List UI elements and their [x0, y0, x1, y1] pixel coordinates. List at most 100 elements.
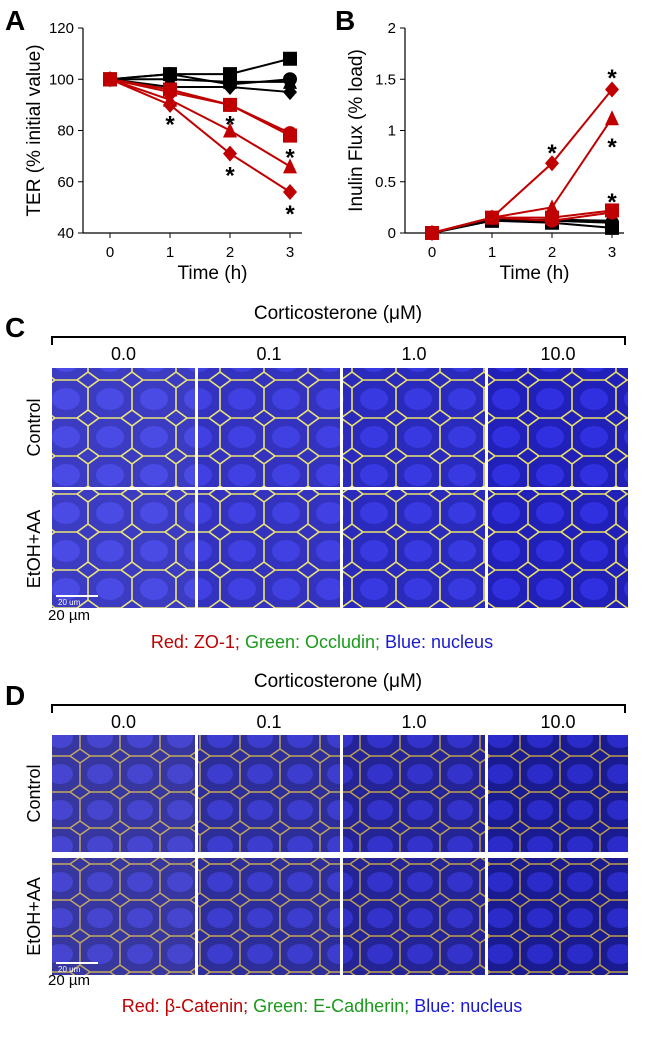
annotation: * — [547, 140, 557, 167]
y-axis-title: Inulin Flux (% load) — [346, 49, 367, 212]
marker — [223, 145, 237, 162]
marker — [425, 225, 439, 241]
row-label: EtOH+AA — [24, 877, 44, 956]
y-tick-label: 80 — [57, 123, 74, 140]
x-tick-label: 0 — [106, 244, 114, 261]
annotation: * — [165, 111, 175, 138]
y-tick-label: 100 — [49, 71, 74, 88]
caption-part: Red: β-Catenin; — [122, 996, 248, 1016]
series-line — [110, 78, 290, 83]
column-label: 10.0 — [540, 344, 575, 364]
panel-title: Corticosterone (μM) — [254, 303, 422, 324]
x-axis-title: Time (h) — [177, 263, 247, 284]
marker — [223, 122, 237, 138]
marker — [283, 158, 297, 174]
caption: Red: β-Catenin; Green: E-Cadherin; Blue: n… — [122, 996, 523, 1016]
marker — [283, 73, 297, 89]
micrograph — [52, 490, 195, 608]
column-label: 1.0 — [401, 712, 426, 732]
micrograph — [198, 490, 340, 608]
micrograph — [52, 735, 195, 852]
y-tick-label: 1.5 — [375, 71, 396, 88]
x-tick-label: 0 — [428, 244, 436, 261]
marker — [605, 212, 619, 228]
column-label: 0.0 — [111, 344, 136, 364]
marker — [485, 209, 499, 226]
annotation: * — [607, 134, 617, 161]
marker — [223, 97, 237, 112]
bracket — [51, 704, 626, 713]
micrograph — [488, 490, 628, 608]
marker — [283, 84, 297, 101]
marker — [545, 155, 559, 172]
y-tick-label: 40 — [57, 225, 74, 242]
micrograph — [198, 368, 340, 487]
marker — [283, 184, 297, 200]
x-tick-label: 3 — [608, 244, 616, 261]
caption-part: Green: E-Cadherin; — [253, 996, 409, 1016]
marker — [283, 128, 297, 143]
marker — [283, 51, 297, 66]
micrograph — [488, 858, 628, 975]
marker — [103, 71, 117, 88]
caption-part: Red: ZO-1; — [151, 632, 240, 652]
annotation: * — [607, 189, 617, 216]
micrograph — [343, 858, 485, 975]
series-line — [109, 78, 291, 137]
marker — [163, 96, 177, 113]
bracket — [51, 336, 626, 345]
x-tick-label: 2 — [226, 244, 234, 261]
x-tick-label: 2 — [548, 244, 556, 261]
scale-label: 20 µm — [48, 972, 90, 989]
panel-label: D — [5, 680, 25, 711]
series-line — [109, 78, 291, 193]
micrograph — [198, 735, 340, 852]
panel-title: Corticosterone (μM) — [254, 671, 422, 692]
x-axis-title: Time (h) — [499, 263, 569, 284]
y-tick-label: 0.5 — [375, 174, 396, 191]
scale-label: 20 µm — [48, 607, 90, 624]
panel-label: C — [5, 312, 25, 343]
series-line — [109, 78, 291, 134]
micrograph — [52, 368, 195, 487]
y-tick-label: 0 — [388, 225, 396, 242]
micrograph — [343, 490, 485, 608]
y-axis-title: TER (% initial value) — [24, 44, 45, 216]
marker — [223, 78, 237, 95]
row-label: Control — [24, 764, 44, 822]
series-line — [431, 88, 613, 234]
x-tick-label: 1 — [488, 244, 496, 261]
annotation: * — [607, 65, 617, 92]
panel-label: B — [335, 5, 355, 36]
y-tick-label: 60 — [57, 174, 74, 191]
column-label: 0.1 — [256, 712, 281, 732]
annotation: * — [285, 145, 295, 172]
scale-bar-label: 20 um — [58, 965, 81, 974]
column-label: 0.1 — [256, 344, 281, 364]
caption-part: Blue: nucleus — [385, 632, 493, 652]
marker — [163, 82, 177, 97]
marker — [605, 81, 619, 98]
marker — [605, 203, 619, 218]
micrograph — [488, 735, 628, 852]
caption: Red: ZO-1; Green: Occludin; Blue: nucleus — [151, 632, 493, 652]
marker — [605, 110, 619, 126]
micrograph — [52, 858, 195, 975]
row-label: Control — [24, 398, 44, 456]
x-tick-label: 1 — [166, 244, 174, 261]
y-tick-label: 2 — [388, 20, 396, 37]
scale-bar-label: 20 um — [58, 598, 81, 607]
series-line — [431, 218, 613, 234]
annotation: * — [225, 163, 235, 190]
annotation: * — [285, 201, 295, 228]
micrograph — [343, 735, 485, 852]
y-tick-label: 120 — [49, 20, 74, 37]
series-line — [109, 78, 291, 94]
series-line — [109, 78, 291, 168]
column-label: 1.0 — [401, 344, 426, 364]
marker — [545, 199, 559, 215]
caption-part: Blue: nucleus — [414, 996, 522, 1016]
caption-part: Green: Occludin; — [245, 632, 380, 652]
column-label: 10.0 — [540, 712, 575, 732]
